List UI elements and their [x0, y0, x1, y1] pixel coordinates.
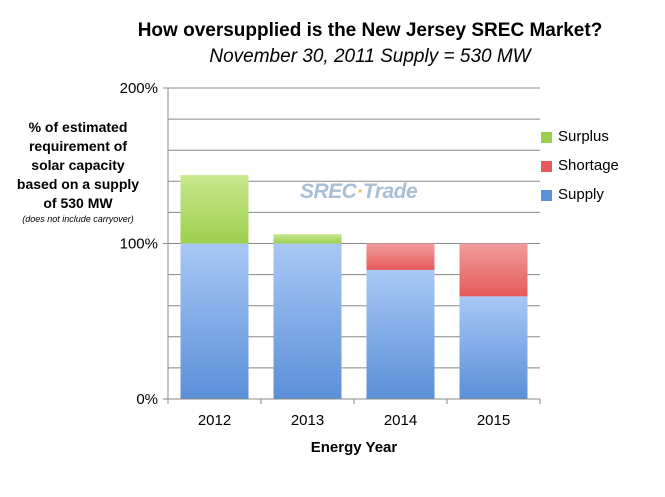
- x-tick-label: 2012: [198, 412, 231, 429]
- watermark-right: Trade: [362, 180, 418, 203]
- bar-surplus-2012: [180, 175, 249, 244]
- bar-supply-2012: [180, 243, 249, 399]
- legend-label: Surplus: [558, 128, 609, 145]
- bar-supply-2015: [459, 296, 528, 399]
- bar-supply-2014: [366, 269, 435, 399]
- y-axis-label-line: based on a supply: [16, 176, 140, 192]
- y-axis-label-line: requirement of: [28, 138, 127, 154]
- y-axis-note: (does not include carryover): [22, 214, 134, 224]
- x-axis-label: Energy Year: [311, 439, 398, 456]
- legend-label: Shortage: [558, 157, 619, 174]
- y-axis-label-line: of 530 MW: [43, 195, 113, 211]
- legend-swatch-supply: [541, 190, 552, 201]
- x-tick-label: 2014: [384, 412, 417, 429]
- legend-swatch-surplus: [541, 132, 552, 143]
- legend-label: Supply: [558, 186, 604, 203]
- x-tick-label: 2015: [477, 412, 510, 429]
- srectrade-watermark-logo: SREC·Trade: [300, 180, 418, 203]
- y-axis-label: % of estimated requirement of solar capa…: [2, 118, 154, 225]
- y-tick-label: 200%: [120, 80, 158, 97]
- bar-shortage-2015: [459, 243, 528, 297]
- bar-supply-2013: [273, 243, 342, 399]
- y-axis-label-line: solar capacity: [31, 157, 125, 173]
- x-tick-label: 2013: [291, 412, 324, 429]
- chart-title: How oversupplied is the New Jersey SREC …: [137, 20, 603, 41]
- y-tick-label: 100%: [120, 236, 158, 253]
- bar-shortage-2014: [366, 243, 435, 270]
- chart-subtitle: November 30, 2011 Supply = 530 MW: [209, 46, 531, 67]
- y-tick-label: 0%: [136, 391, 158, 408]
- watermark-left: SREC: [300, 180, 357, 203]
- bar-surplus-2013: [273, 234, 342, 244]
- y-axis-label-line: % of estimated: [28, 119, 128, 135]
- legend-swatch-shortage: [541, 161, 552, 172]
